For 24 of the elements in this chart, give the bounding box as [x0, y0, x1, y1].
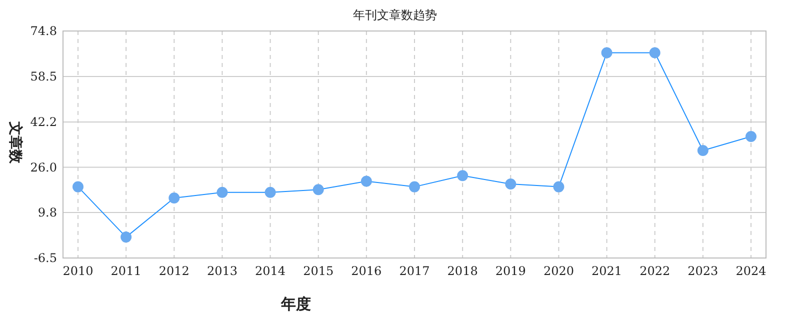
y-tick-label: -6.5: [34, 251, 57, 265]
x-tick-label: 2012: [158, 264, 190, 278]
y-axis-title: 文章数: [7, 120, 24, 164]
x-tick-label: 2022: [640, 264, 670, 278]
x-tick-label: 2024: [736, 264, 767, 278]
y-tick-label: 26.0: [30, 160, 57, 174]
y-tick-label: 9.8: [38, 205, 57, 220]
x-tick-label: 2020: [543, 264, 574, 278]
chart-title: 年刊文章数趋势: [353, 8, 437, 22]
y-tick-label: 58.5: [30, 70, 57, 84]
x-tick-label: 2010: [62, 264, 94, 278]
x-tick-label: 2021: [592, 264, 622, 278]
x-tick-label: 2017: [399, 264, 430, 278]
x-tick-label: 2011: [110, 264, 142, 278]
x-tick-label: 2015: [303, 264, 334, 278]
x-tick-label: 2019: [495, 264, 526, 278]
x-tick-label: 2023: [688, 264, 718, 278]
x-tick-label: 2018: [447, 264, 478, 278]
x-axis-title: 年度: [280, 295, 311, 313]
x-tick-label: 2013: [206, 264, 238, 278]
x-tick-label: 2014: [255, 264, 286, 278]
x-tick-label: 2016: [351, 264, 382, 278]
y-tick-label: 42.2: [30, 115, 57, 130]
y-tick-label: 74.8: [30, 24, 57, 38]
